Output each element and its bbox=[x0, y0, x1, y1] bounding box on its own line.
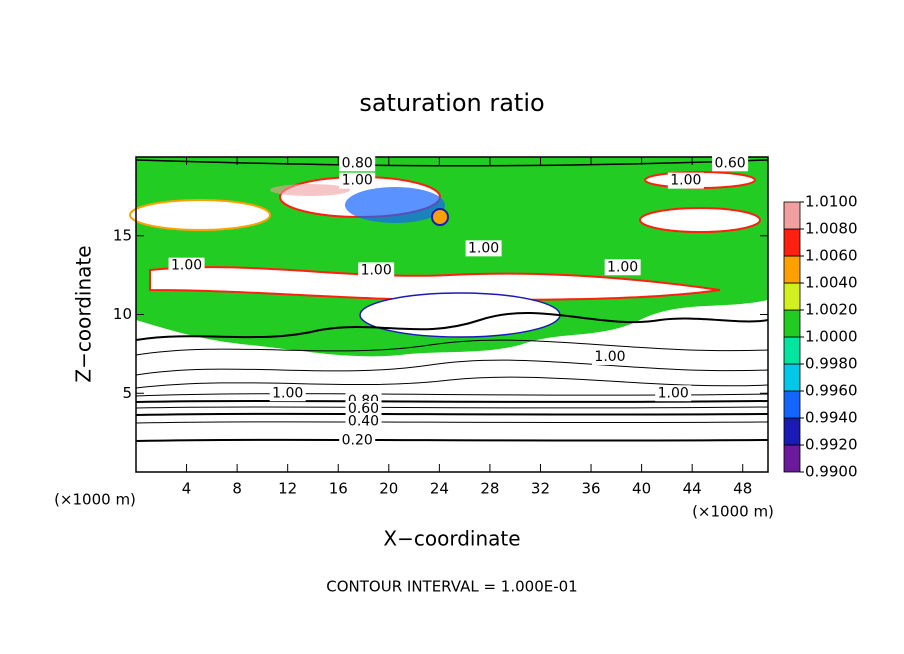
contour-lines bbox=[135, 159, 769, 442]
contour-label-bg bbox=[712, 155, 749, 172]
colorbar-band bbox=[783, 309, 801, 338]
contour-label: 0.60 bbox=[348, 401, 379, 417]
contour-label: 0.20 bbox=[342, 433, 373, 449]
x-axis-label: X−coordinate bbox=[383, 527, 520, 551]
colorbar-band bbox=[783, 417, 801, 446]
contour-label-bg bbox=[604, 259, 641, 276]
colorbar-band bbox=[783, 390, 801, 419]
y-tick-label: 15 bbox=[113, 226, 132, 244]
x-tick-label: 48 bbox=[733, 480, 752, 498]
colorbar-tick-label: 1.0000 bbox=[805, 328, 858, 346]
colorbar-tick-label: 0.9980 bbox=[805, 355, 858, 373]
colorbar-band bbox=[783, 201, 801, 230]
contour-label: 1.00 bbox=[594, 349, 625, 365]
contour-label: 1.00 bbox=[607, 259, 638, 275]
contour-label-bg bbox=[345, 413, 382, 430]
contour-label: 1.00 bbox=[361, 262, 392, 278]
contour-label: 1.00 bbox=[342, 173, 373, 189]
contour-label-bg bbox=[269, 385, 306, 402]
contour-label: 1.00 bbox=[670, 173, 701, 189]
x-tick-label: 16 bbox=[329, 480, 348, 498]
colorbar-band bbox=[783, 363, 801, 392]
y-tick-label: 5 bbox=[122, 384, 132, 402]
colorbar-band bbox=[783, 444, 801, 473]
x-tick-label: 8 bbox=[232, 480, 242, 498]
x-tick-label: 36 bbox=[581, 480, 600, 498]
contour-label-bg bbox=[339, 172, 376, 189]
colorbar-tick-label: 1.0100 bbox=[805, 193, 858, 211]
colorbar-band bbox=[783, 228, 801, 257]
contour-label-bg bbox=[655, 385, 692, 402]
y-tick-label: 10 bbox=[113, 305, 132, 323]
colorbar-tick-label: 1.0040 bbox=[805, 274, 858, 292]
contour-label: 1.00 bbox=[658, 385, 689, 401]
contour-label-bg bbox=[465, 240, 502, 257]
y-axis-label: Z−coordinate bbox=[72, 245, 96, 382]
footer-note: CONTOUR INTERVAL = 1.000E-01 bbox=[326, 578, 577, 596]
colorbar-tick-label: 0.9920 bbox=[805, 436, 858, 454]
contour-label-bg bbox=[667, 172, 704, 189]
x-unit-label: (×1000 m) bbox=[692, 503, 774, 521]
colorbar-tick-label: 0.9900 bbox=[805, 463, 858, 481]
colorbar-tick-label: 1.0080 bbox=[805, 220, 858, 238]
contour-label: 1.00 bbox=[272, 385, 303, 401]
x-tick-label: 24 bbox=[430, 480, 449, 498]
contour-label-bg bbox=[345, 401, 382, 417]
x-tick-label: 32 bbox=[531, 480, 550, 498]
contour-label: 0.60 bbox=[714, 155, 745, 171]
colorbar-tick-label: 1.0060 bbox=[805, 247, 858, 265]
contour-label-bg bbox=[358, 262, 395, 279]
contour-label: 0.40 bbox=[348, 414, 379, 430]
field bbox=[129, 157, 768, 357]
contour-label-bg bbox=[168, 257, 205, 274]
contour-label-bg bbox=[339, 155, 376, 172]
x-unit-label: (×1000 m) bbox=[54, 491, 136, 509]
colorbar-band bbox=[783, 282, 801, 311]
contour-label-bg bbox=[592, 349, 628, 366]
contour-label-bg bbox=[339, 432, 376, 449]
x-tick-label: 40 bbox=[632, 480, 651, 498]
chart-title: saturation ratio bbox=[359, 89, 544, 117]
x-tick-label: 12 bbox=[278, 480, 297, 498]
x-tick-label: 28 bbox=[480, 480, 499, 498]
contour-label: 0.80 bbox=[342, 155, 373, 171]
colorbar-band bbox=[783, 336, 801, 365]
colorbar-tick-label: 0.9960 bbox=[805, 382, 858, 400]
contour-label: 1.00 bbox=[468, 240, 499, 256]
x-tick-label: 4 bbox=[182, 480, 192, 498]
x-tick-label: 44 bbox=[683, 480, 702, 498]
colorbar-tick-label: 1.0020 bbox=[805, 301, 858, 319]
contour-label: 1.00 bbox=[171, 258, 202, 274]
colorbar-tick-label: 0.9940 bbox=[805, 409, 858, 427]
colorbar-band bbox=[783, 255, 801, 284]
x-tick-label: 20 bbox=[379, 480, 398, 498]
